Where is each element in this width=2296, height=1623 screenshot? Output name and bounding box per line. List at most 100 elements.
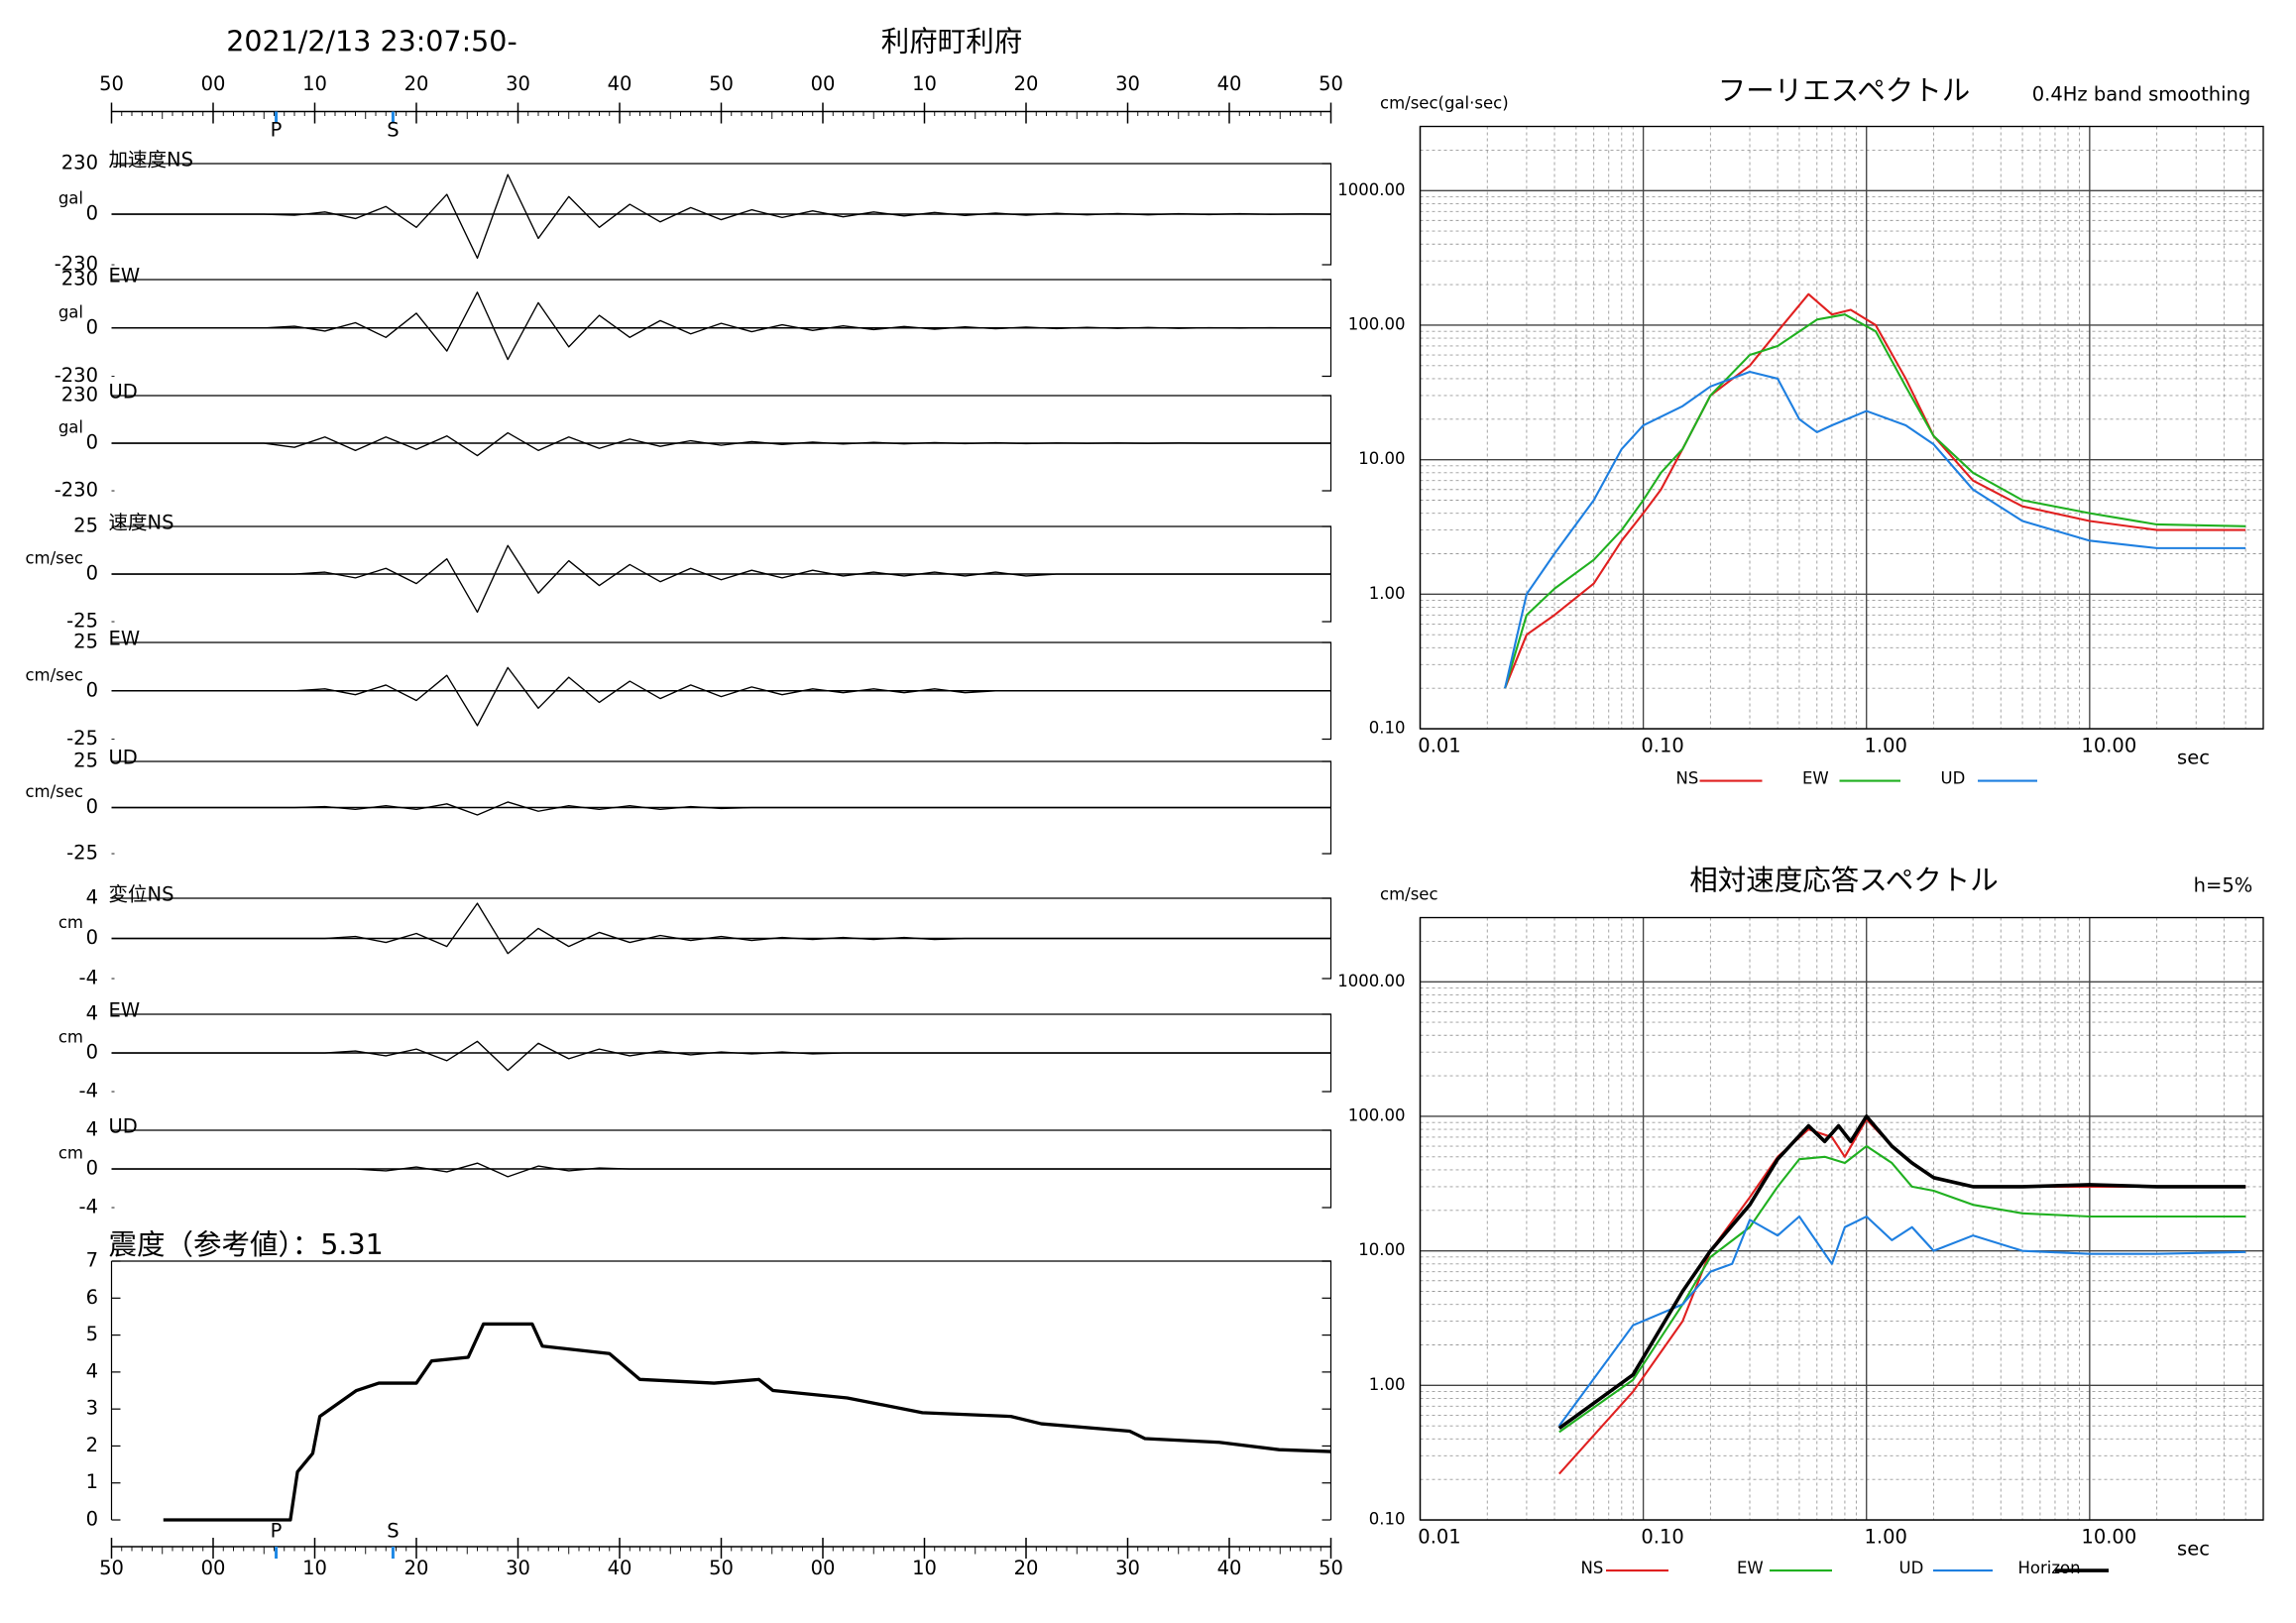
x-tick-label: 00 (811, 72, 836, 95)
phase-label: P (271, 119, 283, 142)
x-tick-label: 50 (1319, 72, 1343, 95)
x-tick-label: 0.10 (1641, 735, 1683, 757)
y-tick-label: 0 (86, 315, 98, 338)
y-tick-label: 0 (86, 678, 98, 701)
y-tick-label: 10.00 (1358, 1240, 1405, 1259)
x-tick-label: 10 (912, 1557, 937, 1579)
x-tick-label: 50 (1319, 1557, 1343, 1579)
x-tick-label: 00 (201, 1557, 226, 1579)
waveform (111, 1162, 1331, 1178)
unit: cm (58, 913, 83, 932)
y-tick-label: -230 (55, 364, 98, 387)
date: 2021/2/13 23:07:50- (226, 26, 517, 58)
y-tick-label: 0 (86, 431, 98, 454)
y-tick-label: 0 (86, 1157, 98, 1180)
y-tick-label: -4 (79, 1196, 98, 1218)
y-tick-label: -230 (55, 253, 98, 276)
unit: gal (58, 418, 83, 437)
unit: cm/sec (25, 549, 83, 568)
panel-label: UD (109, 1115, 138, 1138)
y-tick-label: 0 (86, 202, 98, 225)
y-tick-label: 4 (86, 1118, 98, 1141)
x-tick-label: 20 (404, 72, 429, 95)
y-tick-label: 1.00 (1369, 584, 1406, 603)
x-tick-label: 40 (608, 72, 632, 95)
spectrum-line (1558, 1145, 2246, 1434)
x-tick-label: 50 (709, 72, 734, 95)
station: 利府町利府 (881, 26, 1023, 58)
intensity-title: 震度（参考値）：5.31 (109, 1228, 384, 1261)
y-tick-label: 25 (73, 631, 98, 653)
y-tick-label: -25 (66, 727, 98, 750)
y-tick-label: 0 (86, 562, 98, 585)
x-tick-label: 00 (811, 1557, 836, 1579)
panel-label: 変位NS (109, 883, 174, 906)
plot-frame (1419, 125, 2264, 730)
x-tick-label: 0.01 (1418, 735, 1460, 757)
x-axis-label: sec (2177, 1538, 2210, 1561)
y-tick-label: -25 (66, 842, 98, 865)
y-tick-label: 100.00 (1348, 314, 1406, 333)
x-tick-label: 50 (99, 1557, 124, 1579)
x-tick-label: 40 (1217, 1557, 1242, 1579)
legend-label: NS (1581, 1559, 1604, 1577)
y-tick-label: 2 (86, 1434, 98, 1456)
panel-label: UD (109, 747, 138, 769)
phase-label: S (387, 119, 399, 142)
x-tick-label: 30 (1115, 72, 1140, 95)
x-tick-label: 20 (1014, 1557, 1039, 1579)
spectrum-line (1557, 1215, 2246, 1427)
waveform (111, 431, 1331, 457)
x-tick-label: 0.10 (1641, 1526, 1683, 1549)
legend-label: Horizon (2018, 1559, 2081, 1577)
waveform (111, 666, 1331, 727)
x-tick-label: 10.00 (2081, 1526, 2136, 1549)
x-tick-label: 10 (912, 72, 937, 95)
plot-frame (1419, 916, 2264, 1521)
waveform (111, 801, 1331, 816)
panel-right (1321, 1260, 1332, 1521)
y-tick-label: 1000.00 (1337, 180, 1405, 199)
y-tick-label: 100.00 (1348, 1105, 1406, 1124)
spectrum-line (1557, 1114, 2246, 1431)
x-tick-label: 30 (506, 72, 530, 95)
legend-label: NS (1676, 769, 1699, 788)
y-tick-label: 5 (86, 1323, 98, 1345)
x-tick-label: 1.00 (1865, 735, 1907, 757)
waveform (111, 174, 1331, 260)
y-tick-label: 25 (73, 515, 98, 537)
unit: cm/sec (25, 665, 83, 684)
waveform (111, 902, 1331, 955)
x-tick-label: 30 (1115, 1557, 1140, 1579)
y-tick-label: -230 (55, 479, 98, 502)
spectrum-subtitle: 0.4Hz band smoothing (2032, 83, 2251, 106)
y-tick-label: 10.00 (1358, 449, 1405, 468)
y-tick-label: 230 (61, 268, 98, 290)
x-tick-label: 10 (302, 72, 327, 95)
y-tick-label: 6 (86, 1286, 98, 1309)
spectrum-title: 相対速度応答スペクトル (1689, 865, 1999, 897)
spectrum-line (1504, 313, 2246, 689)
spectrum-line (1504, 292, 2246, 689)
x-tick-label: 00 (201, 72, 226, 95)
y-tick-label: 0.10 (1369, 719, 1406, 738)
unit: cm (58, 1028, 83, 1047)
x-tick-label: 20 (404, 1557, 429, 1579)
spectrum-line (1504, 370, 2246, 689)
y-tick-label: 7 (86, 1249, 98, 1272)
y-tick-label: 1000.00 (1337, 972, 1405, 990)
y-tick-label: 0 (86, 926, 98, 949)
y-tick-label: -25 (66, 610, 98, 633)
waveform (111, 1040, 1331, 1072)
y-tick-label: 230 (61, 384, 98, 406)
panel-label: UD (109, 381, 138, 404)
legend-label: UD (1899, 1559, 1924, 1577)
y-tick-label: 0.10 (1369, 1510, 1406, 1529)
y-tick-label: -4 (79, 967, 98, 989)
panel-label: 速度NS (109, 512, 174, 534)
y-tick-label: 0 (86, 1508, 98, 1531)
x-tick-label: 50 (709, 1557, 734, 1579)
y-tick-label: 0 (86, 795, 98, 818)
x-tick-label: 1.00 (1865, 1526, 1907, 1549)
